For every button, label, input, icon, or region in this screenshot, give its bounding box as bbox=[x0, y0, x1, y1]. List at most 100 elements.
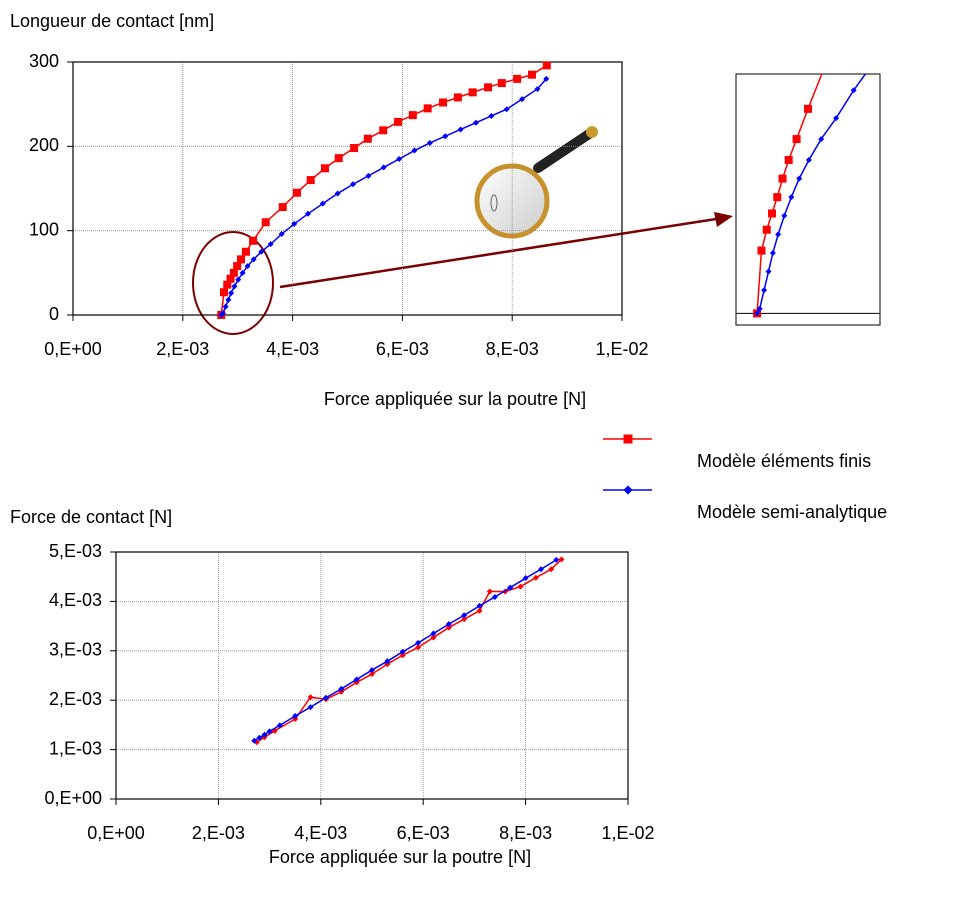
marker bbox=[757, 246, 766, 255]
marker bbox=[484, 83, 493, 92]
y-tick-label: 3,E-03 bbox=[49, 640, 102, 660]
marker bbox=[542, 61, 551, 70]
marker bbox=[805, 156, 812, 163]
marker bbox=[353, 676, 360, 683]
marker bbox=[558, 556, 565, 563]
marker bbox=[219, 310, 226, 317]
marker bbox=[222, 303, 229, 310]
marker bbox=[457, 126, 464, 133]
marker bbox=[534, 85, 541, 92]
marker bbox=[796, 175, 803, 182]
marker bbox=[769, 249, 776, 256]
marker bbox=[399, 648, 406, 655]
y-tick-label: 300 bbox=[29, 51, 59, 71]
marker bbox=[235, 276, 242, 283]
marker bbox=[415, 639, 422, 646]
marker bbox=[229, 268, 238, 277]
marker bbox=[307, 704, 314, 711]
marker bbox=[231, 283, 238, 290]
marker bbox=[307, 694, 314, 701]
x-tick-label: 8,E-03 bbox=[486, 339, 539, 359]
marker bbox=[399, 652, 406, 659]
marker bbox=[461, 612, 468, 619]
marker bbox=[244, 263, 251, 270]
marker bbox=[488, 112, 495, 119]
marker bbox=[219, 288, 228, 297]
marker bbox=[917, 4, 923, 10]
marker bbox=[415, 644, 422, 651]
y-tick-label: 1,E-03 bbox=[49, 738, 102, 758]
x-tick-label: 4,E-03 bbox=[266, 339, 319, 359]
marker bbox=[363, 134, 372, 143]
marker bbox=[519, 96, 526, 103]
marker bbox=[411, 147, 418, 154]
y-tick-label: 4,E-03 bbox=[49, 590, 102, 610]
marker bbox=[322, 694, 329, 701]
marker bbox=[278, 203, 287, 212]
marker bbox=[537, 566, 544, 573]
legend-label: Modèle éléments finis bbox=[697, 451, 871, 471]
x-axis-title: Force appliquée sur la poutre [N] bbox=[269, 847, 531, 867]
highlight-ellipse bbox=[192, 231, 274, 335]
y-tick-label: 0 bbox=[49, 304, 59, 324]
legend-label: Modèle semi-analytique bbox=[697, 502, 887, 522]
y-tick-label: 0,E+00 bbox=[44, 788, 102, 808]
marker bbox=[522, 575, 529, 582]
marker bbox=[765, 268, 772, 275]
marker bbox=[762, 225, 771, 234]
marker bbox=[291, 220, 298, 227]
marker bbox=[871, 59, 877, 65]
marker bbox=[306, 176, 315, 185]
marker bbox=[851, 12, 859, 20]
marker bbox=[792, 135, 801, 144]
marker bbox=[430, 634, 437, 641]
y-tick-label: 100 bbox=[29, 219, 59, 239]
marker bbox=[350, 144, 359, 153]
marker bbox=[553, 556, 560, 563]
legend-marker bbox=[623, 434, 633, 444]
marker bbox=[788, 194, 795, 201]
x-tick-label: 2,E-03 bbox=[156, 339, 209, 359]
marker bbox=[468, 88, 477, 97]
marker bbox=[338, 685, 345, 692]
series-line bbox=[756, 74, 823, 314]
marker bbox=[408, 111, 417, 120]
x-tick-label: 0,E+00 bbox=[44, 339, 102, 359]
marker bbox=[365, 172, 372, 179]
marker bbox=[241, 247, 250, 256]
marker bbox=[833, 115, 840, 122]
marker bbox=[445, 621, 452, 628]
marker bbox=[423, 104, 432, 113]
marker bbox=[249, 236, 258, 245]
marker bbox=[261, 218, 270, 227]
marker bbox=[292, 188, 301, 197]
y-tick-label: 5,E-03 bbox=[49, 541, 102, 561]
marker bbox=[778, 174, 787, 183]
marker bbox=[384, 658, 391, 665]
marker bbox=[334, 154, 343, 163]
x-tick-label: 8,E-03 bbox=[499, 823, 552, 843]
plot-frame bbox=[115, 551, 629, 800]
marker bbox=[251, 737, 258, 744]
marker bbox=[768, 209, 776, 218]
x-tick-label: 1,E-02 bbox=[601, 823, 654, 843]
marker bbox=[503, 106, 510, 113]
marker bbox=[349, 181, 356, 188]
marker bbox=[320, 164, 329, 173]
marker bbox=[236, 255, 245, 264]
marker bbox=[442, 133, 449, 140]
marker bbox=[380, 164, 387, 171]
marker bbox=[369, 667, 375, 674]
marker bbox=[258, 248, 265, 255]
marker bbox=[476, 607, 483, 614]
x-tick-label: 1,E-02 bbox=[595, 339, 648, 359]
zoom-frame bbox=[735, 73, 881, 326]
y-tick-label: 200 bbox=[29, 135, 59, 155]
marker bbox=[476, 602, 483, 609]
y-axis-title: Longueur de contact [nm] bbox=[10, 11, 214, 31]
marker bbox=[225, 296, 232, 303]
marker bbox=[472, 119, 479, 126]
marker bbox=[517, 583, 524, 590]
marker bbox=[261, 731, 268, 738]
